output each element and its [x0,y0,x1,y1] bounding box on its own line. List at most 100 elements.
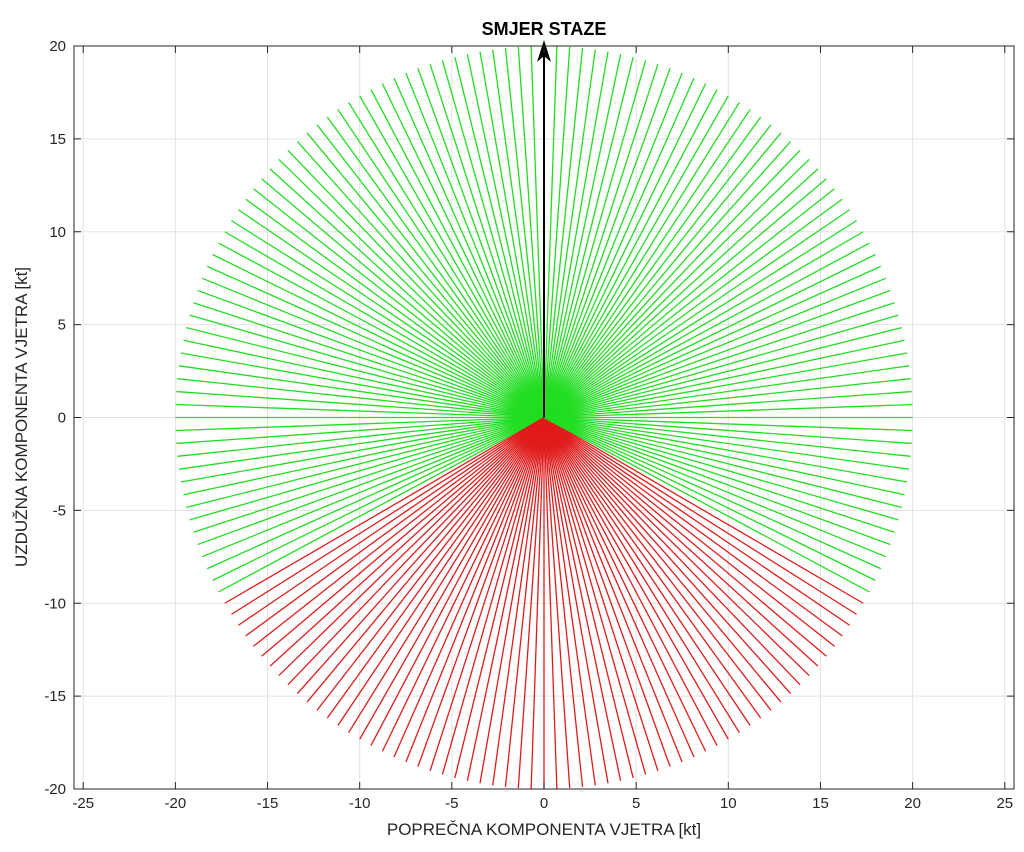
wind-line-within-limits [197,416,545,546]
wind-line-out-of-limits [543,416,857,615]
wind-line-out-of-limits [543,417,762,719]
wind-line-within-limits [543,339,905,419]
wind-line-within-limits [381,83,545,418]
wind-line-within-limits [543,47,584,418]
x-tick-label: -15 [257,795,279,812]
y-axis-ticks: -20 -15 -10 -5 0 5 10 15 20 [44,38,1014,798]
wind-line-out-of-limits [543,417,782,703]
wind-line-within-limits [543,168,819,418]
wind-line-out-of-limits [441,417,545,775]
wind-line-within-limits [177,378,545,419]
wind-line-within-limits [543,416,895,533]
wind-line-within-limits [543,390,912,419]
wind-line-within-limits [543,231,864,419]
wind-line-out-of-limits [348,417,545,733]
wind-line-within-limits [201,277,545,419]
wind-line-out-of-limits [543,417,571,789]
wind-line-out-of-limits [543,417,751,726]
wind-line-out-of-limits [530,417,545,789]
wind-line-within-limits [543,63,659,418]
chart-title: SMJER STAZE [482,19,607,39]
wind-line-within-limits [543,416,891,546]
wind-line-within-limits [348,102,545,418]
y-tick-label: -20 [44,781,66,798]
wind-line-out-of-limits [543,417,792,695]
x-tick-label: 10 [720,795,737,812]
wind-line-within-limits [224,231,545,419]
wind-line-out-of-limits [543,417,810,677]
wind-line-within-limits [543,109,751,418]
wind-line-within-limits [176,390,545,419]
wind-line-out-of-limits [405,417,545,763]
wind-line-within-limits [278,158,545,418]
y-tick-label: 20 [49,38,66,55]
wind-line-out-of-limits [479,417,545,784]
wind-line-within-limits [543,83,707,418]
wind-line-within-limits [206,265,545,419]
wind-line-out-of-limits [393,417,545,758]
wind-line-within-limits [245,198,545,419]
wind-line-within-limits [530,46,545,418]
wind-line-out-of-limits [429,417,545,772]
wind-line-out-of-limits [543,416,864,604]
x-tick-label: -10 [349,795,371,812]
wind-line-within-limits [180,416,545,483]
wind-line-within-limits [543,277,887,419]
x-axis-label: POPREČNA KOMPONENTA VJETRA [kt] [387,820,701,839]
wind-line-within-limits [543,416,870,593]
wind-line-within-limits [543,416,910,470]
wind-line-within-limits [543,242,870,419]
wind-line-within-limits [543,416,902,509]
wind-line-out-of-limits [238,416,545,626]
wind-line-out-of-limits [543,417,634,779]
wind-line-within-limits [543,77,695,418]
wind-line-out-of-limits [316,417,545,711]
x-tick-label: 0 [540,795,548,812]
wind-line-within-limits [543,53,622,418]
wind-line-out-of-limits [466,417,545,782]
wind-line-within-limits [466,53,545,418]
wind-line-within-limits [543,60,647,418]
x-tick-label: -20 [165,795,187,812]
wind-line-within-limits [543,149,801,418]
wind-line-within-limits [212,416,545,581]
wind-line-within-limits [176,416,545,445]
wind-line-within-limits [183,339,545,419]
y-tick-label: 10 [49,224,66,241]
wind-line-within-limits [543,198,843,419]
y-axis-label: UZDUŽNA KOMPONENTA VJETRA [kt] [12,267,31,567]
wind-line-within-limits [186,326,545,419]
wind-line-within-limits [543,365,910,419]
wind-line-out-of-limits [261,417,545,657]
wind-line-within-limits [180,352,545,419]
wind-line-within-limits [543,416,899,521]
wind-line-within-limits [359,95,545,418]
wind-line-out-of-limits [543,417,683,763]
wind-line-within-limits [370,89,545,418]
wind-line-out-of-limits [278,417,545,677]
wind-line-within-limits [543,416,882,570]
wind-line-out-of-limits [306,417,545,703]
wind-line-out-of-limits [269,417,545,667]
wind-line-out-of-limits [417,417,545,767]
wind-line-within-limits [543,72,683,418]
wind-line-within-limits [543,68,671,418]
wind-line-within-limits [206,416,545,570]
wind-line-out-of-limits [543,416,843,637]
wind-line-within-limits [543,89,718,418]
y-tick-label: -5 [53,502,66,519]
wind-line-within-limits [543,116,762,418]
wind-line-out-of-limits [543,417,659,772]
wind-line-out-of-limits [543,417,772,711]
x-axis-ticks: -25 -20 -15 -10 -5 0 5 10 15 20 25 [72,46,1013,812]
wind-line-within-limits [543,209,850,419]
wind-line-out-of-limits [543,417,827,657]
y-tick-label: -10 [44,595,66,612]
wind-line-within-limits [441,60,545,418]
wind-line-within-limits [543,158,810,418]
wind-line-within-limits [253,188,545,419]
wind-line-within-limits [177,416,545,457]
wind-line-within-limits [543,416,911,457]
wind-line-out-of-limits [543,417,671,767]
